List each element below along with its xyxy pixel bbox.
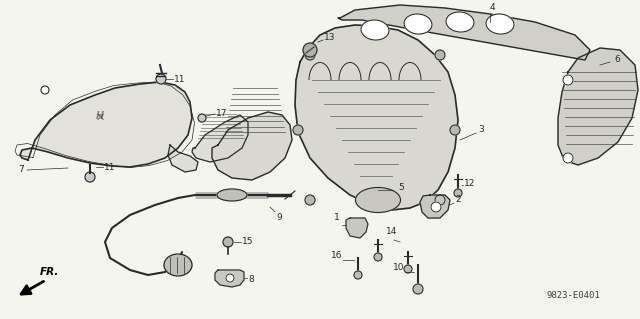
Text: 17: 17	[216, 108, 227, 117]
Ellipse shape	[217, 189, 247, 201]
Polygon shape	[215, 270, 244, 287]
Polygon shape	[558, 48, 638, 165]
Ellipse shape	[361, 20, 389, 40]
Circle shape	[198, 114, 206, 122]
Text: 14: 14	[386, 227, 397, 236]
Text: 3: 3	[478, 125, 484, 135]
Circle shape	[226, 274, 234, 282]
Polygon shape	[192, 115, 248, 162]
Text: 5: 5	[398, 183, 404, 192]
Circle shape	[305, 195, 315, 205]
Circle shape	[454, 189, 462, 197]
Text: 2: 2	[455, 196, 461, 204]
Ellipse shape	[404, 14, 432, 34]
Circle shape	[413, 284, 423, 294]
Text: 16: 16	[330, 250, 342, 259]
Polygon shape	[295, 25, 458, 210]
Text: 4: 4	[490, 4, 495, 12]
Circle shape	[85, 172, 95, 182]
Circle shape	[303, 43, 317, 57]
Text: 12: 12	[464, 179, 476, 188]
Text: 7: 7	[18, 166, 24, 174]
Text: 8: 8	[248, 276, 253, 285]
Text: 1: 1	[334, 213, 340, 222]
Circle shape	[374, 253, 382, 261]
Circle shape	[293, 125, 303, 135]
Circle shape	[404, 265, 412, 273]
Text: H: H	[96, 111, 104, 121]
Circle shape	[223, 237, 233, 247]
Text: 9823-E0401: 9823-E0401	[547, 291, 600, 300]
Text: FR.: FR.	[40, 267, 60, 277]
Text: ✕: ✕	[95, 113, 105, 123]
Circle shape	[156, 74, 166, 84]
Text: 13: 13	[324, 33, 335, 42]
Circle shape	[563, 153, 573, 163]
Text: 6: 6	[614, 56, 620, 64]
Text: 11: 11	[104, 162, 115, 172]
Polygon shape	[420, 195, 450, 218]
Ellipse shape	[355, 188, 401, 212]
Text: 11: 11	[174, 75, 186, 84]
Circle shape	[431, 202, 441, 212]
Polygon shape	[20, 82, 192, 167]
Circle shape	[41, 86, 49, 94]
Text: 10: 10	[392, 263, 404, 272]
Polygon shape	[338, 5, 590, 60]
Circle shape	[435, 50, 445, 60]
Polygon shape	[346, 218, 368, 238]
Ellipse shape	[164, 255, 192, 275]
Circle shape	[450, 125, 460, 135]
Text: 9: 9	[276, 213, 282, 222]
Polygon shape	[168, 145, 198, 172]
Text: 15: 15	[242, 238, 253, 247]
Polygon shape	[212, 112, 292, 180]
Circle shape	[305, 50, 315, 60]
Circle shape	[563, 75, 573, 85]
Circle shape	[354, 271, 362, 279]
Circle shape	[435, 195, 445, 205]
Ellipse shape	[486, 14, 514, 34]
Ellipse shape	[446, 12, 474, 32]
